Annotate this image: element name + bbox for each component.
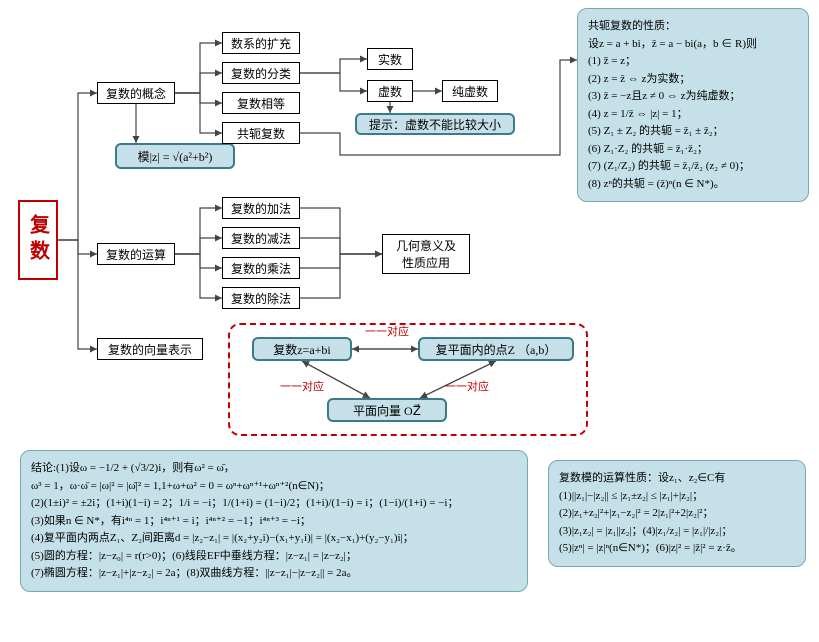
- node-equal: 复数相等: [222, 92, 300, 114]
- node-pureimag: 纯虚数: [442, 80, 498, 102]
- panel-conclusions: 结论:(1)设ω = −1/2 + (√3/2)i，则有ω² = ω̄，ω³ =…: [20, 450, 528, 592]
- node-mul: 复数的乘法: [222, 257, 300, 279]
- bij-label-top: 一一对应: [365, 323, 409, 339]
- node-conj: 共轭复数: [222, 122, 300, 144]
- node-sub: 复数的减法: [222, 227, 300, 249]
- panel-conjugate-props: 共轭复数的性质：设z = a + bi，z̄ = a − bi(a，b ∈ R)…: [577, 8, 809, 202]
- node-add: 复数的加法: [222, 197, 300, 219]
- node-ops: 复数的运算: [97, 243, 175, 265]
- bij-label-right: 一一对应: [445, 378, 489, 394]
- node-div: 复数的除法: [222, 287, 300, 309]
- node-vector: 复数的向量表示: [97, 338, 203, 360]
- node-ext: 数系的扩充: [222, 32, 300, 54]
- node-real: 实数: [367, 48, 413, 70]
- node-concept: 复数的概念: [97, 82, 175, 104]
- node-geo: 几何意义及 性质应用: [382, 234, 470, 274]
- node-modulus: 模|z| = √(a²+b²): [115, 143, 235, 169]
- bij-label-left: 一一对应: [280, 378, 324, 394]
- root-node: 复数: [18, 200, 58, 280]
- node-hint: 提示：虚数不能比较大小: [355, 113, 515, 135]
- node-imag: 虚数: [367, 80, 413, 102]
- panel-modulus-props: 复数模的运算性质：设z₁、z₂∈C有(1)||z₁|−|z₂|| ≤ |z₁±z…: [548, 460, 806, 567]
- node-classify: 复数的分类: [222, 62, 300, 84]
